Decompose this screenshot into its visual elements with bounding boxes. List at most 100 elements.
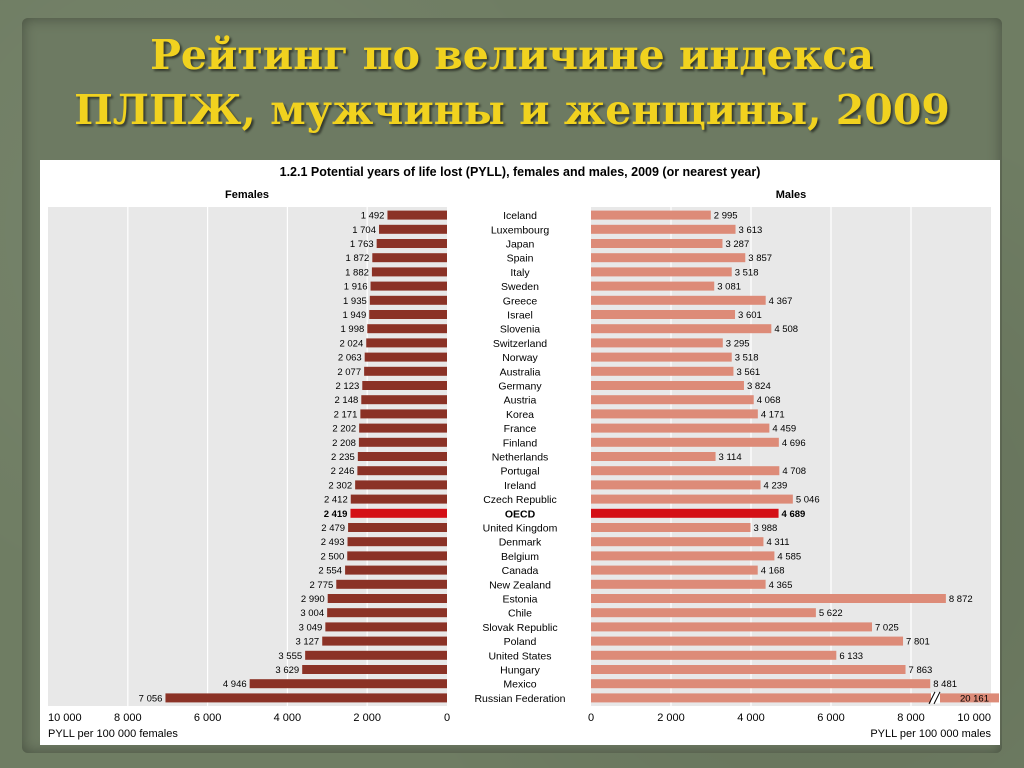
males-value-label-new-zealand: 4 365 [769, 580, 793, 591]
females-bar-france [359, 423, 447, 433]
females-bar-oecd [350, 508, 447, 518]
males-x-tick-label: 4 000 [737, 712, 765, 724]
females-value-label-slovak-republic: 3 049 [299, 622, 323, 633]
males-value-label-united-kingdom: 3 988 [754, 523, 778, 534]
females-bar-mexico [249, 679, 447, 689]
males-bar-hungary [591, 665, 906, 674]
females-bar-austria [361, 395, 447, 405]
females-value-label-united-kingdom: 2 479 [321, 523, 345, 534]
males-value-label-oecd: 4 689 [782, 509, 806, 520]
axis-break-gap [931, 692, 940, 704]
females-value-label-korea: 2 171 [334, 409, 358, 420]
country-labels: Iceland Luxembourg Japan Spain Italy Sweden Gr… [474, 210, 565, 705]
males-x-tick-label: 8 000 [897, 712, 925, 724]
females-bar-belgium [347, 551, 447, 561]
country-label-italy: Italy [510, 267, 530, 279]
males-value-label-spain: 3 857 [748, 253, 772, 264]
females-bar-ireland [355, 480, 447, 490]
males-bar-mexico [591, 679, 931, 689]
females-bar-denmark [347, 537, 447, 547]
males-x-tick-label: 2 000 [657, 712, 685, 724]
females-bar-portugal [357, 466, 447, 476]
females-value-label-iceland: 1 492 [361, 211, 385, 222]
country-label-finland: Finland [503, 437, 538, 449]
females-value-label-luxembourg: 1 704 [352, 225, 376, 236]
males-value-label-portugal: 4 708 [782, 466, 806, 477]
males-value-label-mexico: 8 481 [933, 679, 957, 690]
females-value-labels: 1 492 1 704 1 763 1 872 1 882 1 916 1 935 1 949… [139, 211, 385, 705]
females-bar-iceland [387, 210, 447, 220]
males-bar-estonia [591, 594, 946, 603]
males-bar-norway [591, 352, 732, 362]
females-bar-netherlands [357, 452, 447, 461]
females-value-label-poland: 3 127 [295, 637, 319, 648]
males-value-label-ireland: 4 239 [764, 480, 788, 491]
females-bar-luxembourg [379, 224, 447, 234]
females-value-label-italy: 1 882 [345, 267, 369, 278]
males-bar-russian-federation [591, 693, 999, 703]
slide-title: Рейтинг по величине индекса ПЛПЖ, мужчин… [0, 28, 1024, 138]
females-value-label-spain: 1 872 [346, 253, 370, 264]
females-x-tick-label: 2 000 [353, 712, 381, 724]
males-value-label-poland: 7 801 [906, 637, 930, 648]
country-label-united-kingdom: United Kingdom [483, 523, 558, 535]
males-value-label-czech-republic: 5 046 [796, 495, 820, 506]
country-label-belgium: Belgium [501, 551, 539, 563]
males-x-tick-label: 10 000 [957, 712, 991, 724]
females-value-label-switzerland: 2 024 [339, 338, 363, 349]
females-bars [165, 210, 447, 703]
females-bar-new-zealand [336, 579, 447, 589]
females-value-label-sweden: 1 916 [344, 282, 368, 293]
pyll-chart: 1.2.1 Potential years of life lost (PYLL… [48, 165, 999, 740]
females-bar-slovenia [367, 324, 447, 334]
males-bar-finland [591, 437, 779, 447]
females-value-label-greece: 1 935 [343, 296, 367, 307]
males-bar-italy [591, 267, 732, 277]
country-label-chile: Chile [508, 608, 532, 620]
country-label-oecd: OECD [505, 508, 536, 520]
males-x-axis-label: PYLL per 100 000 males [870, 728, 991, 740]
males-value-label-austria: 4 068 [757, 395, 781, 406]
females-value-label-australia: 2 077 [337, 367, 361, 378]
females-bar-switzerland [366, 338, 447, 348]
males-bar-chile [591, 608, 816, 618]
females-value-label-france: 2 202 [332, 424, 356, 435]
males-bar-new-zealand [591, 579, 766, 589]
females-x-tick-label: 8 000 [114, 712, 142, 724]
country-label-portugal: Portugal [500, 466, 539, 478]
females-bar-canada [345, 565, 447, 575]
males-value-label-estonia: 8 872 [949, 594, 973, 605]
males-value-label-hungary: 7 863 [909, 665, 933, 676]
females-value-label-canada: 2 554 [318, 566, 342, 577]
males-bar-slovenia [591, 324, 772, 334]
females-x-axis-label: PYLL per 100 000 females [48, 728, 178, 740]
country-label-spain: Spain [507, 253, 534, 265]
slide-title-line-2: ПЛПЖ, мужчины и женщины, 2009 [74, 86, 950, 134]
females-x-tick-label: 0 [444, 712, 450, 724]
males-bar-greece [591, 295, 766, 305]
males-x-tick-label: 6 000 [817, 712, 845, 724]
females-bar-norway [364, 352, 447, 362]
females-panel-title: Females [225, 189, 269, 201]
males-bar-belgium [591, 551, 775, 561]
females-bar-germany [362, 381, 447, 390]
females-value-label-finland: 2 208 [332, 438, 356, 449]
females-bar-japan [376, 239, 447, 248]
females-value-label-norway: 2 063 [338, 353, 362, 364]
females-x-tick-label: 10 000 [48, 712, 82, 724]
males-bar-switzerland [591, 338, 723, 348]
males-bar-korea [591, 409, 758, 419]
males-value-label-germany: 3 824 [747, 381, 771, 392]
males-bar-france [591, 423, 770, 433]
females-bar-russian-federation [165, 693, 447, 703]
males-bar-netherlands [591, 452, 716, 461]
females-bar-australia [364, 366, 447, 376]
females-x-tick-label: 6 000 [194, 712, 222, 724]
country-label-austria: Austria [504, 395, 537, 407]
males-value-label-norway: 3 518 [735, 353, 759, 364]
males-value-label-finland: 4 696 [782, 438, 806, 449]
females-value-label-ireland: 2 302 [328, 480, 352, 491]
females-bar-united-kingdom [348, 523, 447, 532]
males-value-label-russian-federation: 20 161 [960, 693, 989, 704]
